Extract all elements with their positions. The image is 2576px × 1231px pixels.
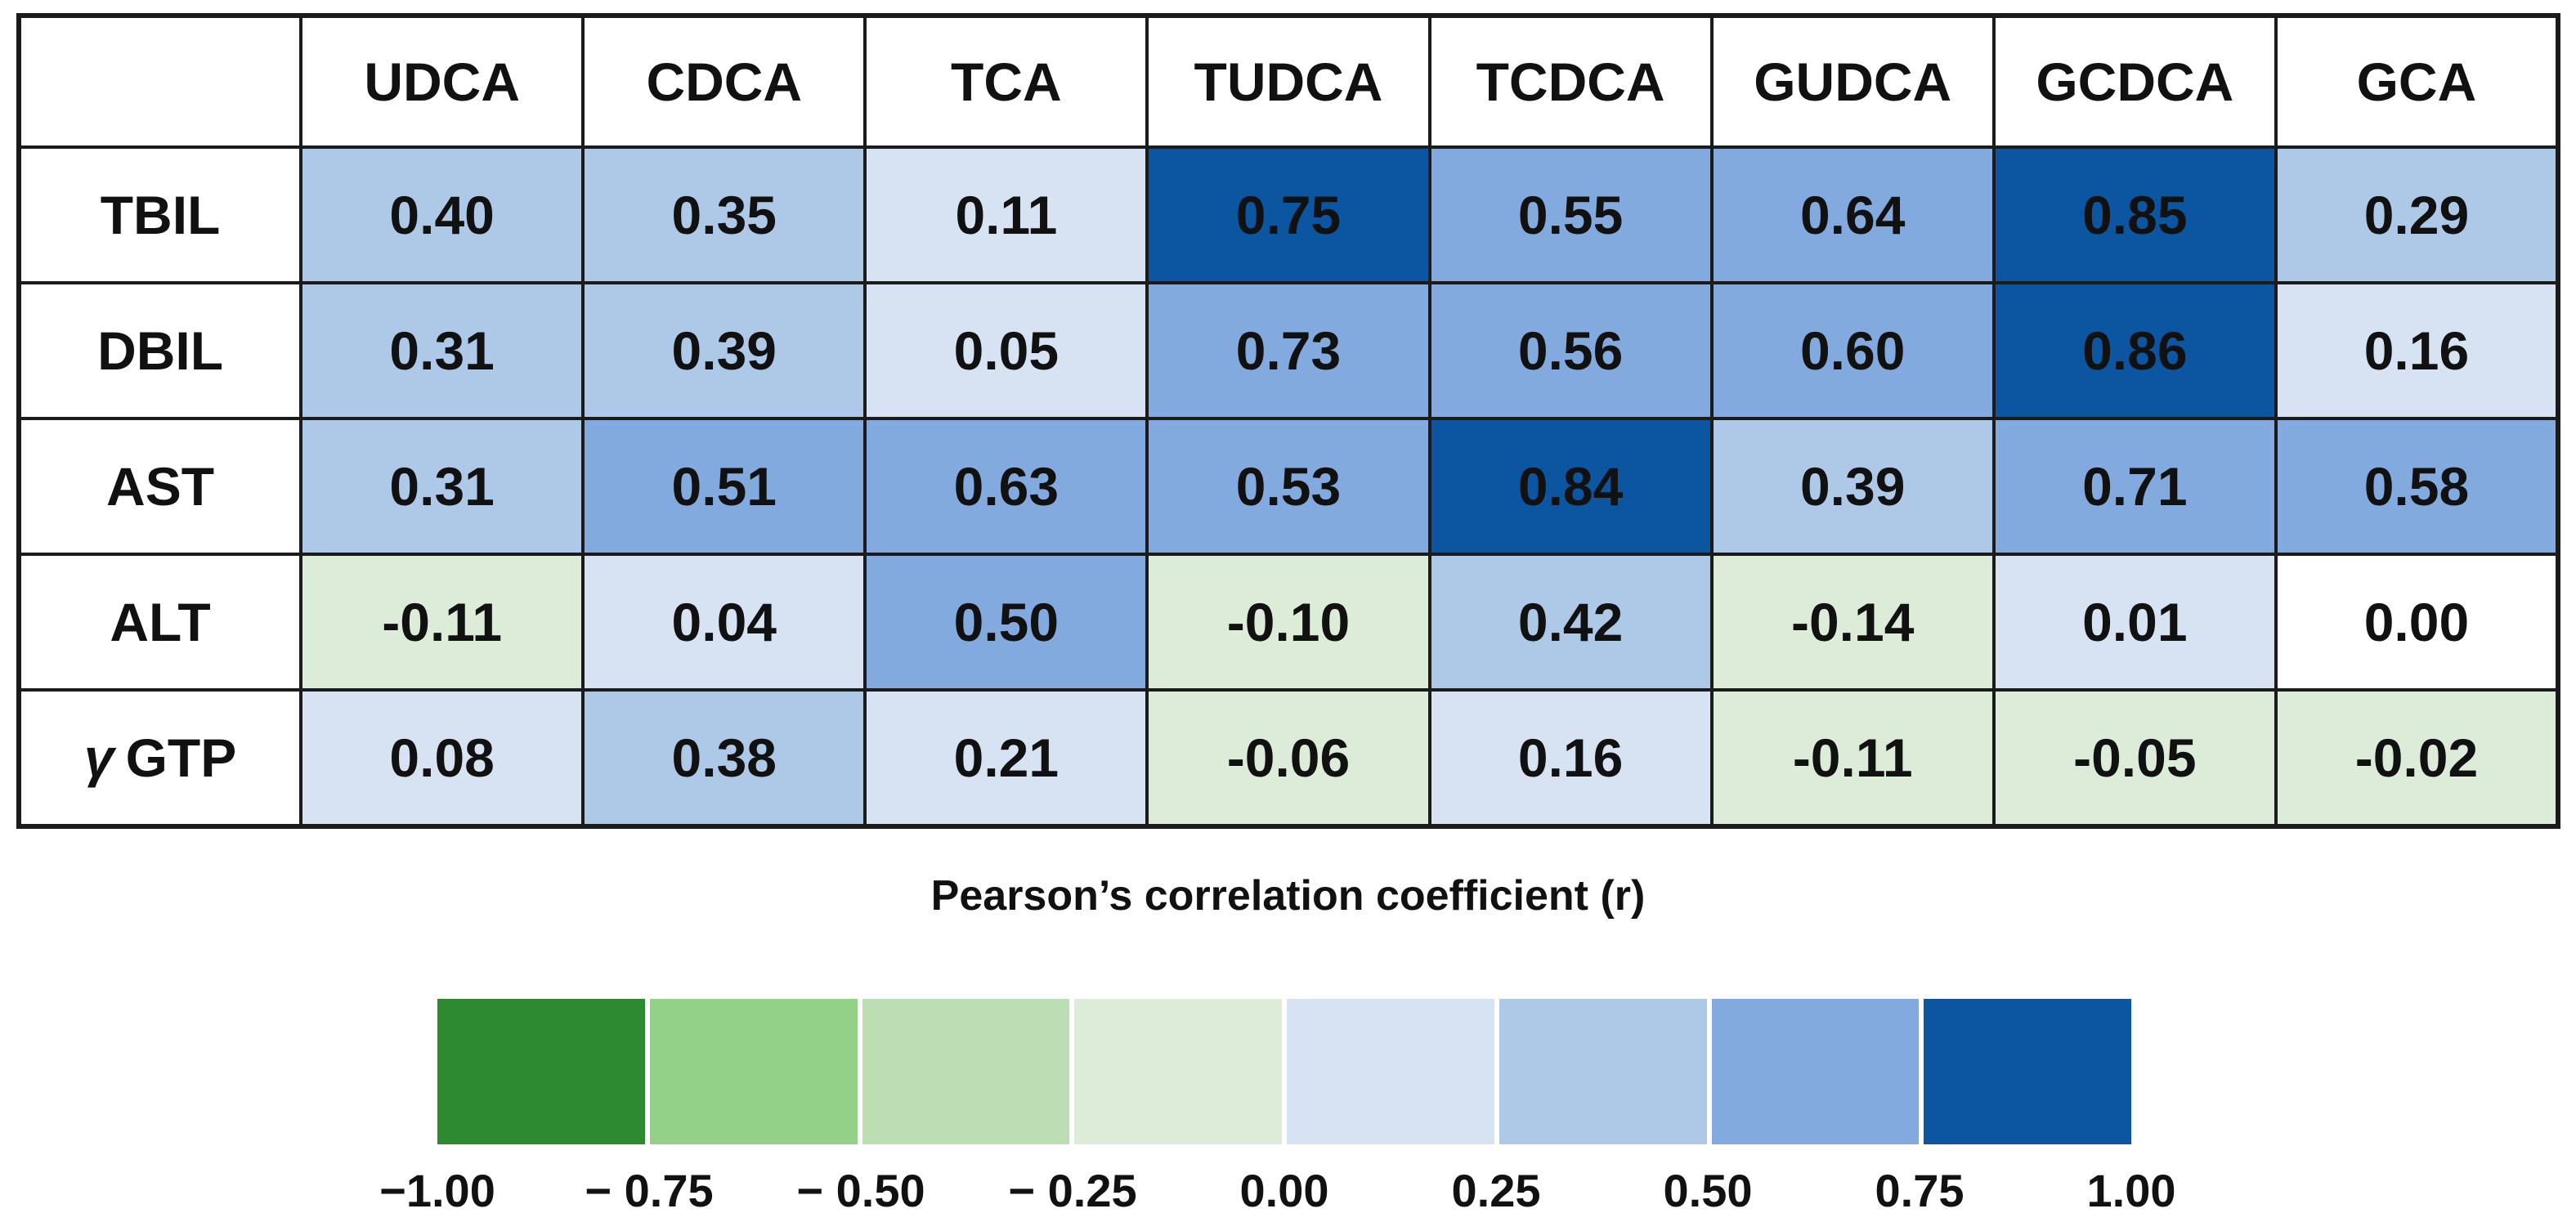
table-row: AST 0.31 0.51 0.63 0.53 0.84 0.39 0.71 0.58 xyxy=(16,417,2560,556)
column-header-GUDCA: GUDCA xyxy=(1709,14,1996,149)
column-header-TCDCA: TCDCA xyxy=(1427,14,1714,149)
table-header-row: UDCA CDCA TCA TUDCA TCDCA GUDCA GCDCA GCA xyxy=(16,14,2560,149)
colorbar-segment xyxy=(1074,999,1282,1144)
heatmap-cell: 0.58 xyxy=(2274,417,2560,556)
colorbar-tick: 0.75 xyxy=(1875,1165,1964,1216)
heatmap-cell: 0.04 xyxy=(581,553,867,692)
column-header-UDCA: UDCA xyxy=(299,14,585,149)
row-header-ALT: ALT xyxy=(16,553,303,692)
gamma-symbol: γ xyxy=(83,727,114,788)
colorbar-segment xyxy=(862,999,1070,1144)
heatmap-cell: 0.73 xyxy=(1145,281,1431,420)
heatmap-cell: 0.35 xyxy=(581,145,867,284)
heatmap-cell: 0.05 xyxy=(863,281,1149,420)
heatmap-cell: -0.05 xyxy=(1991,688,2278,828)
column-header-TUDCA: TUDCA xyxy=(1145,14,1431,149)
colorbar-segment xyxy=(1499,999,1707,1144)
colorbar-tick: − 0.50 xyxy=(796,1165,925,1216)
heatmap-cell: 0.29 xyxy=(2274,145,2560,284)
row-header-AST: AST xyxy=(16,417,303,556)
heatmap-cell: 0.42 xyxy=(1427,553,1714,692)
column-header-CDCA: CDCA xyxy=(581,14,867,149)
colorbar-tick: 0.25 xyxy=(1451,1165,1541,1216)
heatmap-cell: 0.08 xyxy=(299,688,585,828)
colorbar-tick: −1.00 xyxy=(379,1165,495,1216)
heatmap-cell: 0.53 xyxy=(1145,417,1431,556)
heatmap-cell: -0.10 xyxy=(1145,553,1431,692)
heatmap-cell: 0.40 xyxy=(299,145,585,284)
colorbar-segment xyxy=(1711,999,1920,1144)
heatmap-cell: 0.21 xyxy=(863,688,1149,828)
column-header-GCDCA: GCDCA xyxy=(1991,14,2278,149)
heatmap-cell: 0.56 xyxy=(1427,281,1714,420)
colorbar-segment xyxy=(1287,999,1494,1144)
correlation-table: UDCA CDCA TCA TUDCA TCDCA GUDCA GCDCA GCA TBIL 0… xyxy=(16,13,2560,829)
heatmap-cell: 0.50 xyxy=(863,553,1149,692)
heatmap-cell: 0.71 xyxy=(1991,417,2278,556)
heatmap-cell: 0.16 xyxy=(1427,688,1714,828)
heatmap-cell: -0.14 xyxy=(1709,553,1996,692)
column-header-GCA: GCA xyxy=(2274,14,2560,149)
row-header-GTP: γ GTP xyxy=(16,688,303,828)
table-row: γ GTP 0.08 0.38 0.21 -0.06 0.16 -0.11 -0.05 -0.02 xyxy=(16,688,2560,828)
heatmap-cell: 0.31 xyxy=(299,417,585,556)
heatmap-cell: 0.51 xyxy=(581,417,867,556)
heatmap-cell: 0.63 xyxy=(863,417,1149,556)
table-row: ALT -0.11 0.04 0.50 -0.10 0.42 -0.14 0.01 0.00 xyxy=(16,553,2560,692)
colorbar-tick: 1.00 xyxy=(2086,1165,2176,1216)
heatmap-cell: 0.55 xyxy=(1427,145,1714,284)
heatmap-cell: 0.60 xyxy=(1709,281,1996,420)
colorbar-segment xyxy=(437,999,645,1144)
heatmap-cell: 0.85 xyxy=(1991,145,2278,284)
heatmap-cell: 0.01 xyxy=(1991,553,2278,692)
legend-title: Pearson’s correlation coefficient (r) xyxy=(930,872,1646,920)
corner-cell xyxy=(16,14,303,149)
colorbar-segment xyxy=(649,999,858,1144)
heatmap-cell: 0.11 xyxy=(863,145,1149,284)
table-row: DBIL 0.31 0.39 0.05 0.73 0.56 0.60 0.86 0.16 xyxy=(16,281,2560,420)
heatmap-cell: 0.64 xyxy=(1709,145,1996,284)
colorbar-tick: − 0.75 xyxy=(585,1165,714,1216)
colorbar-tick: 0.00 xyxy=(1239,1165,1329,1216)
colorbar-tick: 0.50 xyxy=(1663,1165,1753,1216)
heatmap-cell: -0.11 xyxy=(299,553,585,692)
heatmap-cell: 0.00 xyxy=(2274,553,2560,692)
heatmap-cell: -0.02 xyxy=(2274,688,2560,828)
heatmap-cell: 0.38 xyxy=(581,688,867,828)
heatmap-cell: 0.31 xyxy=(299,281,585,420)
colorbar xyxy=(437,999,2131,1144)
heatmap-cell: -0.11 xyxy=(1709,688,1996,828)
row-header-TBIL: TBIL xyxy=(16,145,303,284)
heatmap-cell: 0.86 xyxy=(1991,281,2278,420)
colorbar-ticks: −1.00 − 0.75 − 0.50 − 0.25 0.00 0.25 0.50 0.75 1… xyxy=(379,1164,2175,1223)
heatmap-cell: 0.16 xyxy=(2274,281,2560,420)
heatmap-cell: -0.06 xyxy=(1145,688,1431,828)
heatmap-cell: 0.84 xyxy=(1427,417,1714,556)
row-header-DBIL: DBIL xyxy=(16,281,303,420)
heatmap-cell: 0.75 xyxy=(1145,145,1431,284)
colorbar-tick: − 0.25 xyxy=(1008,1165,1137,1216)
column-header-TCA: TCA xyxy=(863,14,1149,149)
colorbar-segment xyxy=(1924,999,2131,1144)
table-row: TBIL 0.40 0.35 0.11 0.75 0.55 0.64 0.85 0.29 xyxy=(16,145,2560,284)
heatmap-cell: 0.39 xyxy=(581,281,867,420)
heatmap-cell: 0.39 xyxy=(1709,417,1996,556)
